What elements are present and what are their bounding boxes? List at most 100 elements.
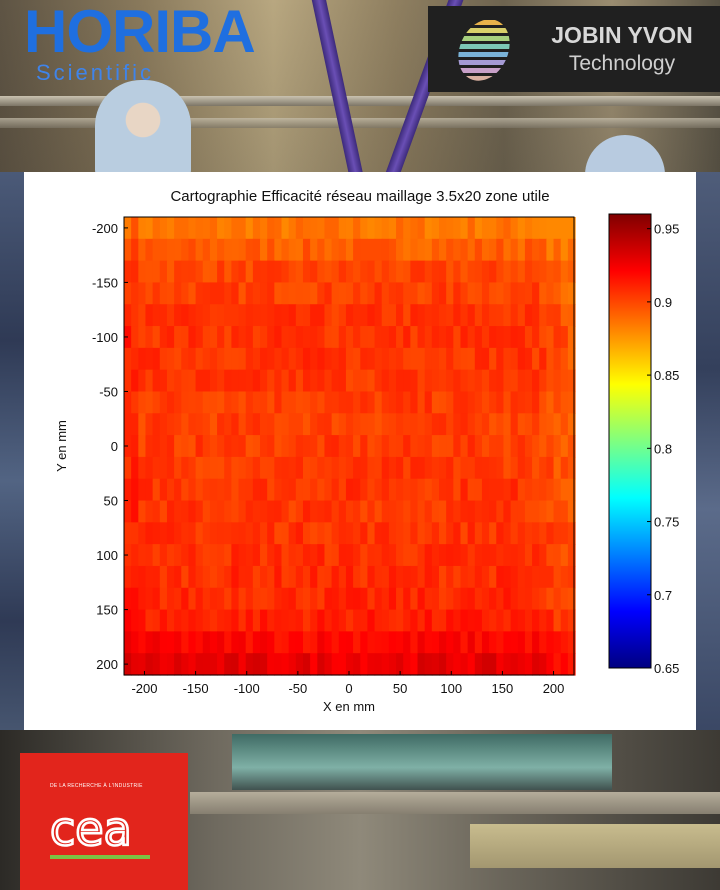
heatmap-cell [274, 565, 283, 589]
heatmap-cell [396, 304, 404, 327]
heatmap-cells [124, 217, 576, 676]
heatmap-cell [489, 587, 497, 611]
heatmap-cell [381, 565, 390, 589]
heatmap-cell [288, 565, 297, 589]
heatmap-cell [424, 456, 433, 480]
lifting-strap [310, 0, 364, 180]
heatmap-cell [281, 413, 290, 436]
heatmap-cell [138, 369, 147, 393]
heatmap-cell [267, 347, 275, 371]
heatmap-cell [424, 282, 433, 305]
heatmap-cell [138, 522, 147, 545]
heatmap-cell [338, 369, 347, 393]
heatmap-cell [439, 326, 447, 349]
heatmap-cell [288, 522, 297, 545]
heatmap-cell [338, 238, 347, 262]
heatmap-cell [124, 369, 132, 393]
heatmap-cell [496, 478, 505, 502]
heatmap-cell [396, 500, 404, 523]
heatmap-cell [481, 609, 490, 632]
x-tick-label: 100 [440, 681, 462, 696]
heatmap-cell [181, 413, 190, 436]
heatmap-cell [245, 238, 254, 262]
heatmap-cell [374, 217, 383, 240]
heatmap-cell [439, 544, 447, 567]
heatmap-cell [417, 326, 426, 349]
heatmap-cell [474, 478, 483, 502]
heatmap-cell [553, 413, 562, 436]
heatmap-cell [217, 217, 225, 240]
heatmap-cell [388, 544, 397, 567]
heatmap-cell [388, 522, 397, 545]
heatmap-cell [446, 413, 454, 436]
heatmap-cell [474, 391, 483, 414]
heatmap-cell [159, 456, 168, 480]
heatmap-cell [381, 456, 390, 480]
heatmap-cell [481, 500, 490, 523]
heatmap-cell [181, 260, 190, 284]
heatmap-cell [331, 478, 340, 502]
heatmap-cell [560, 587, 569, 611]
heatmap-cell [417, 544, 426, 567]
heatmap-cell [295, 631, 304, 654]
heatmap-cell [560, 282, 569, 305]
heatmap-cell [324, 653, 333, 676]
mount-rail [190, 792, 720, 814]
heatmap-cell [403, 304, 411, 327]
heatmap-cell [453, 326, 462, 349]
heatmap-cell [496, 347, 505, 371]
heatmap-cell [288, 478, 297, 502]
heatmap-cell [496, 413, 505, 436]
heatmap-cell [496, 282, 505, 305]
heatmap-cell [245, 587, 254, 611]
heatmap-cell [481, 238, 490, 262]
heatmap-cell [252, 217, 261, 240]
heatmap-cell [532, 304, 540, 327]
heatmap-cell [524, 326, 533, 349]
heatmap-cell [138, 282, 147, 305]
heatmap-cell [453, 653, 462, 676]
heatmap-cell [174, 369, 182, 393]
heatmap-cell [202, 544, 211, 567]
heatmap-cell [524, 391, 533, 414]
heatmap-cell [388, 413, 397, 436]
heatmap-cell [503, 478, 512, 502]
heatmap-cell [209, 326, 218, 349]
heatmap-cell [166, 260, 175, 284]
heatmap-cell [159, 587, 168, 611]
heatmap-cell [446, 435, 454, 458]
heatmap-cell [431, 456, 440, 480]
heatmap-cell [532, 565, 540, 589]
heatmap-cell [166, 347, 175, 371]
heatmap-cell [238, 456, 247, 480]
frame-beam [0, 96, 720, 106]
heatmap-cell [403, 565, 411, 589]
heatmap-cell [546, 304, 555, 327]
heatmap-cell [467, 413, 476, 436]
heatmap-cell [288, 217, 297, 240]
heatmap-cell [302, 326, 311, 349]
heatmap-cell [281, 238, 290, 262]
heatmap-cell [474, 217, 483, 240]
heatmap-cell [374, 413, 383, 436]
heatmap-cell [274, 631, 283, 654]
heatmap-cell [317, 631, 326, 654]
heatmap-cell [124, 391, 132, 414]
heatmap-cell [546, 282, 555, 305]
efficiency-heatmap-chart: Cartographie Efficacité réseau maillage … [24, 172, 696, 730]
heatmap-cell [510, 456, 519, 480]
heatmap-cell [417, 217, 426, 240]
heatmap-cell [295, 435, 304, 458]
grating-surface [232, 734, 612, 790]
heatmap-cell [310, 609, 318, 632]
heatmap-cell [138, 500, 147, 523]
heatmap-cell [474, 326, 483, 349]
heatmap-cell [424, 217, 433, 240]
heatmap-cell [532, 544, 540, 567]
heatmap-cell [345, 369, 354, 393]
heatmap-cell [439, 260, 447, 284]
heatmap-cell [481, 304, 490, 327]
heatmap-cell [532, 456, 540, 480]
heatmap-cell [453, 260, 462, 284]
heatmap-cell [503, 260, 512, 284]
